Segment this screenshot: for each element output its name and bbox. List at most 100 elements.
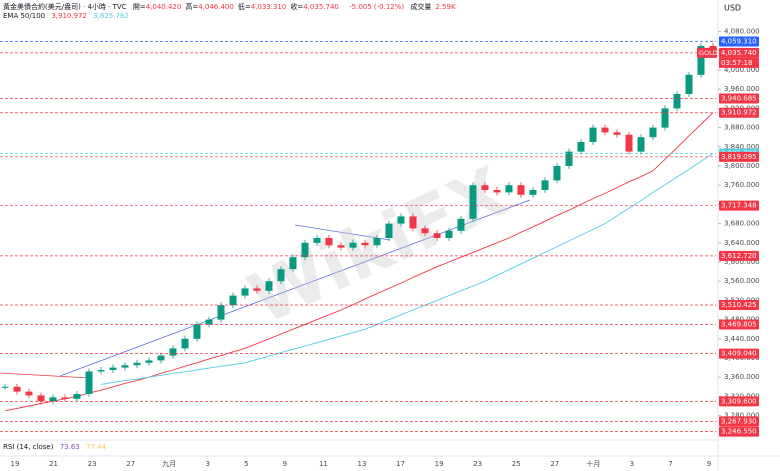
rsi-value: 73.63 [59, 443, 80, 451]
price-tag-label: 3,469.805 [721, 320, 757, 328]
change: -5.005 (-0.12%) [349, 3, 405, 11]
candle [685, 74, 693, 94]
x-tick-label: 3 [630, 460, 634, 468]
candle [289, 257, 297, 270]
candle [241, 288, 249, 296]
candle [85, 371, 93, 394]
y-tick-label: 4,000.000 [724, 66, 760, 74]
candle [625, 134, 633, 152]
timer-tag [719, 57, 759, 68]
candle [517, 185, 525, 195]
candle [649, 127, 657, 138]
candle [397, 216, 405, 224]
candle [61, 397, 69, 399]
candle [601, 127, 609, 133]
symbol-tag [697, 47, 717, 58]
x-tick-label: 9 [707, 460, 711, 468]
x-tick-label: 7 [668, 460, 672, 468]
candle [1, 386, 9, 388]
ohlc-key: 高= [185, 3, 199, 11]
y-tick-label: 3,960.000 [724, 85, 760, 93]
candle [613, 132, 621, 135]
ohlc-key: 收= [290, 3, 304, 11]
currency: USD [724, 4, 741, 13]
candle [349, 242, 357, 248]
candle [661, 108, 669, 128]
rsi-value: 77.44 [85, 443, 107, 451]
candle [433, 233, 441, 238]
y-tick-label: 4,080.000 [724, 28, 760, 36]
price-tag-label: 3,409.040 [721, 350, 757, 358]
ema-line [4, 112, 714, 412]
trend-line [294, 224, 391, 241]
ohlc-key: 低= [237, 3, 251, 11]
ohlc: 開=4,040.420 高=4,046.400 低=4,033.310 收=4,035… [133, 3, 343, 11]
candle [133, 362, 141, 366]
candle [37, 395, 45, 402]
price-tag-label: 3,510.425 [721, 301, 757, 309]
x-tick-label: 十月 [586, 459, 600, 468]
candle [109, 367, 117, 370]
x-tick-label: 9 [283, 460, 287, 468]
y-tick-label: 3,880.000 [724, 124, 760, 132]
header-line: 黃金美債合約(美元/盎司) · 4小時 · TVC 開=4,040.420 高=4… [3, 2, 460, 12]
ema-label: EMA 50/100 [3, 12, 46, 20]
x-tick-label: 23 [473, 460, 482, 468]
volume-label: 成交量 [410, 3, 432, 11]
candle [589, 127, 597, 142]
candle [325, 238, 333, 246]
x-tick-label: 九月 [162, 459, 176, 468]
candle [529, 190, 537, 195]
candle [493, 190, 501, 193]
candle [121, 365, 129, 368]
price-tag [719, 151, 759, 162]
candle [145, 360, 153, 363]
price-tag-label: 4,035.740 [721, 49, 757, 57]
candle [265, 281, 273, 291]
candle [445, 230, 453, 238]
y-tick-label: 3,760.000 [724, 181, 760, 189]
candle [313, 238, 321, 243]
y-tick-label: 3,560.000 [724, 277, 760, 285]
rsi-legend: RSI (14, close) 73.63 77.44 [3, 443, 110, 451]
price-tag [719, 416, 759, 427]
price-tag-label: 4,059.310 [721, 38, 757, 46]
candle [385, 223, 393, 238]
price-tag-label: 3,267.930 [721, 417, 757, 425]
ema-line [100, 153, 714, 385]
price-tag [719, 319, 759, 330]
x-tick-label: 17 [396, 460, 405, 468]
candle [409, 216, 417, 229]
candle [457, 218, 465, 231]
trend-line [59, 199, 531, 377]
candle [193, 324, 201, 339]
trend-line [0, 372, 91, 379]
candle [181, 338, 189, 349]
candle [421, 228, 429, 234]
y-tick-label: 3,280.000 [724, 412, 760, 420]
candle [277, 269, 285, 282]
price-tag [719, 36, 759, 47]
x-tick-label: 19 [435, 460, 444, 468]
candle [505, 185, 513, 193]
price-tag-label: 3,819.095 [721, 153, 757, 161]
candle [541, 180, 549, 190]
price-tag-label: 3,940.685 [721, 94, 757, 102]
candle [301, 242, 309, 258]
candle [229, 295, 237, 306]
ohlc-value: 4,046.400 [198, 3, 234, 11]
symbol: 黃金美債合約(美元/盎司) · 4小時 · TVC [3, 3, 127, 11]
candle [25, 391, 33, 396]
x-tick-label: 3 [206, 460, 210, 468]
ohlc-value: 4,033.310 [250, 3, 287, 11]
candle [553, 166, 561, 181]
ema-value: 3,910.972 [51, 12, 87, 20]
y-tick-label: 3,440.000 [724, 335, 760, 343]
x-tick-label: 11 [319, 460, 328, 468]
candle [157, 355, 165, 361]
x-tick-label: 19 [11, 460, 20, 468]
x-tick-label: 23 [88, 460, 97, 468]
y-tick-label: 3,360.000 [724, 373, 760, 381]
candle [205, 319, 213, 325]
